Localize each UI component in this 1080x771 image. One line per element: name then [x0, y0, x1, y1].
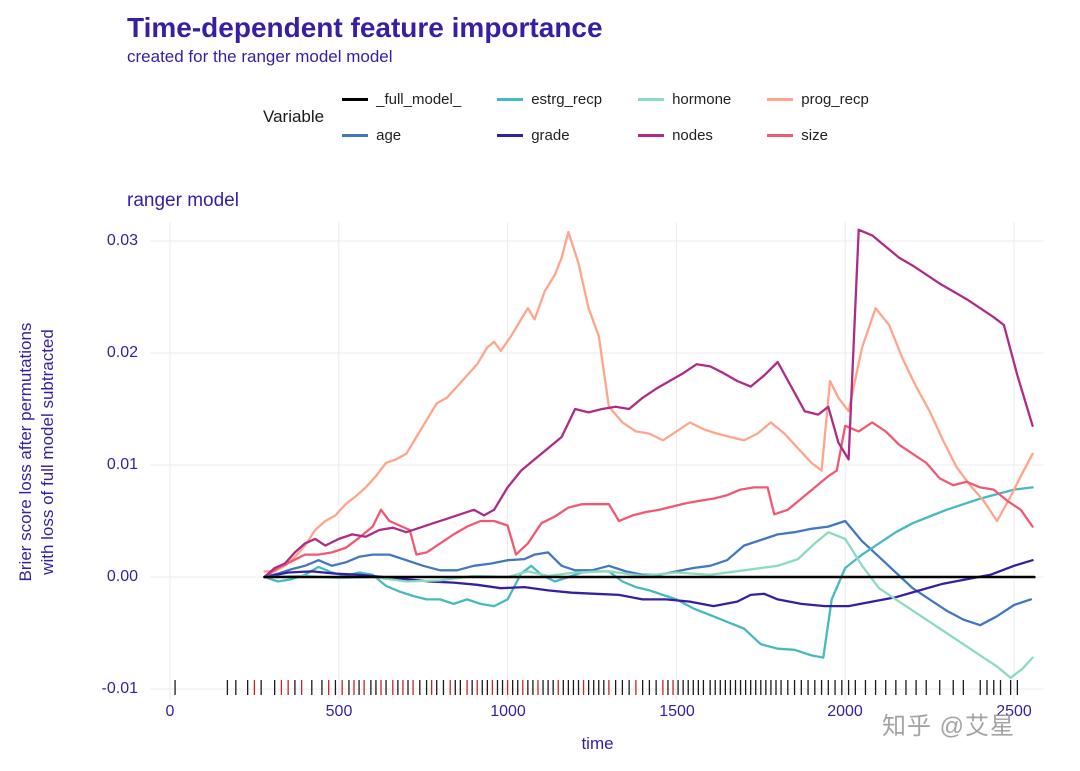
series-line-nodes — [263, 228, 1034, 579]
legend-key-estrg_recp — [497, 97, 524, 101]
y-axis-title: Brier score loss after permutations with… — [15, 323, 59, 582]
legend-key-_full_model_ — [342, 97, 369, 101]
legend-item-grade: grade — [497, 127, 602, 144]
x-tick-label: 1500 — [659, 703, 695, 720]
chart-title: Time-dependent feature importance — [127, 12, 603, 43]
legend-key-age — [342, 133, 369, 137]
legend-item-nodes: nodes — [638, 127, 731, 144]
legend-label-grade: grade — [531, 126, 570, 144]
series-line-prog_recp — [263, 230, 1034, 573]
y-axis-title-line2: with loss of full model subtracted — [38, 329, 57, 575]
panel-title: ranger model — [127, 190, 239, 211]
y-tick-label: 0.01 — [106, 456, 138, 473]
legend-label-nodes: nodes — [672, 126, 713, 144]
legend-label-prog_recp: prog_recp — [801, 90, 869, 108]
legend-key-grade — [497, 133, 524, 137]
legend-item-age: age — [342, 127, 461, 144]
legend-item-size: size — [767, 127, 869, 144]
series-line-grade — [263, 559, 1034, 608]
series-line-hormone — [263, 531, 1034, 679]
legend-item-estrg_recp: estrg_recp — [497, 91, 602, 108]
legend-key-nodes — [638, 133, 665, 137]
legend-title: Variable — [263, 107, 325, 126]
legend-label-_full_model_: _full_model_ — [376, 90, 462, 108]
legend-item-hormone: hormone — [638, 91, 731, 108]
watermark: 知乎 @艾星 — [882, 713, 1016, 740]
series-line-age — [263, 519, 1033, 627]
x-tick-label: 500 — [325, 703, 353, 720]
x-tick-label: 0 — [165, 703, 175, 720]
legend-key-size — [767, 133, 794, 137]
legend-label-estrg_recp: estrg_recp — [531, 90, 603, 108]
x-tick-label: 1000 — [490, 703, 526, 720]
legend-item-prog_recp: prog_recp — [767, 91, 869, 108]
y-tick-label: -0.01 — [101, 680, 138, 697]
legend-key-prog_recp — [767, 97, 794, 101]
legend-label-hormone: hormone — [672, 90, 732, 108]
y-tick-label: 0.03 — [106, 232, 138, 249]
x-tick-label: 2000 — [827, 703, 863, 720]
series-line-size — [263, 421, 1034, 579]
y-tick-label: 0.02 — [106, 344, 138, 361]
y-axis-title-line1: Brier score loss after permutations — [15, 322, 35, 582]
x-axis-title: time — [581, 734, 614, 753]
legend-key-hormone — [638, 97, 665, 101]
y-tick-label: 0.00 — [106, 568, 138, 585]
legend-item-_full_model_: _full_model_ — [342, 91, 461, 108]
x-tick-label: 2500 — [996, 703, 1032, 720]
legend-label-size: size — [801, 126, 828, 144]
chart-subtitle: created for the ranger model model — [127, 47, 393, 66]
legend-label-age: age — [376, 126, 402, 144]
